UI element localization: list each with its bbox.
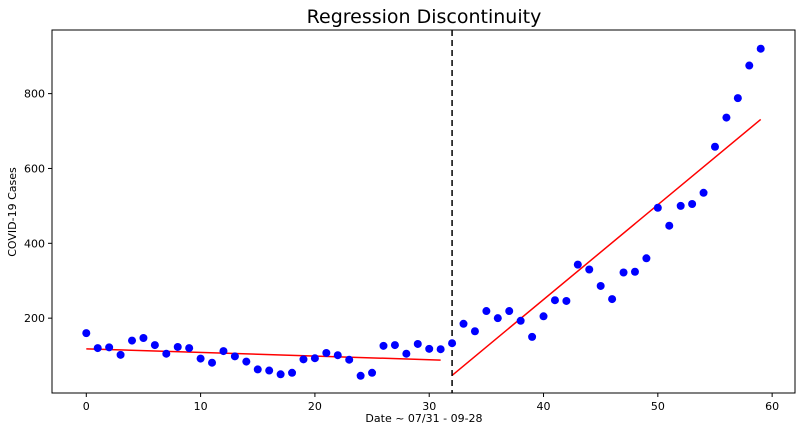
data-point <box>299 355 308 364</box>
data-point <box>482 307 491 316</box>
data-point <box>653 203 662 212</box>
data-point <box>185 344 194 353</box>
data-point <box>196 354 205 363</box>
data-point <box>345 355 354 364</box>
data-point <box>528 332 537 341</box>
data-point <box>459 319 468 328</box>
data-point <box>516 316 525 325</box>
regression-line-after <box>451 118 762 376</box>
plot-area <box>51 29 796 394</box>
x-tick-label: 0 <box>83 400 90 413</box>
data-point <box>642 254 651 263</box>
data-point <box>550 296 559 305</box>
data-point <box>116 350 125 359</box>
data-point <box>425 344 434 353</box>
data-point <box>208 358 217 367</box>
data-point <box>356 371 365 380</box>
data-point <box>333 351 342 360</box>
data-point <box>756 44 765 53</box>
data-point <box>265 366 274 375</box>
data-point <box>630 267 639 276</box>
data-point <box>368 368 377 377</box>
data-point <box>128 336 137 345</box>
y-tick-label: 400 <box>24 237 45 250</box>
data-point <box>310 354 319 363</box>
data-point <box>390 341 399 350</box>
x-tick-label: 60 <box>765 400 779 413</box>
data-point <box>470 327 479 336</box>
data-point <box>230 352 239 361</box>
data-points <box>82 44 765 380</box>
data-point <box>676 201 685 210</box>
data-point <box>505 307 514 316</box>
y-axis-label: COVID-19 Cases <box>6 167 19 257</box>
x-tick-label: 50 <box>651 400 665 413</box>
y-tick-label: 800 <box>24 88 45 101</box>
data-point <box>253 365 262 374</box>
data-point <box>288 368 297 377</box>
data-point <box>242 357 251 366</box>
data-point <box>699 188 708 197</box>
chart-title: Regression Discontinuity <box>307 6 542 28</box>
data-point <box>722 113 731 122</box>
x-axis-ticks: 0 10 20 30 40 50 60 <box>83 393 779 413</box>
data-point <box>665 221 674 230</box>
data-point <box>493 314 502 323</box>
data-point <box>162 349 171 358</box>
data-point <box>436 345 445 354</box>
data-point <box>619 268 628 277</box>
data-point <box>608 295 617 304</box>
data-point <box>139 333 148 342</box>
data-point <box>745 61 754 70</box>
data-point <box>173 342 182 351</box>
data-point <box>688 200 697 209</box>
data-point <box>150 341 159 350</box>
x-tick-label: 40 <box>537 400 551 413</box>
x-tick-label: 10 <box>194 400 208 413</box>
data-point <box>105 343 114 352</box>
data-point <box>573 260 582 269</box>
x-axis-label: Date ~ 07/31 - 09-28 <box>365 412 482 425</box>
data-point <box>402 349 411 358</box>
data-point <box>585 265 594 274</box>
y-axis-ticks: 200 400 600 800 <box>24 88 52 325</box>
data-point <box>733 94 742 103</box>
regression-line-before <box>86 348 441 361</box>
data-point <box>276 370 285 379</box>
data-point <box>413 339 422 348</box>
data-point <box>322 348 331 357</box>
data-point <box>93 344 102 353</box>
y-tick-label: 600 <box>24 162 45 175</box>
regression-lines <box>86 118 762 376</box>
data-point <box>379 341 388 350</box>
data-point <box>219 347 228 356</box>
data-point <box>710 142 719 151</box>
data-point <box>82 329 91 338</box>
data-point <box>539 312 548 321</box>
data-point <box>596 281 605 290</box>
x-tick-label: 30 <box>422 400 436 413</box>
data-point <box>448 339 457 348</box>
y-tick-label: 200 <box>24 312 45 325</box>
data-point <box>562 296 571 305</box>
x-tick-label: 20 <box>308 400 322 413</box>
